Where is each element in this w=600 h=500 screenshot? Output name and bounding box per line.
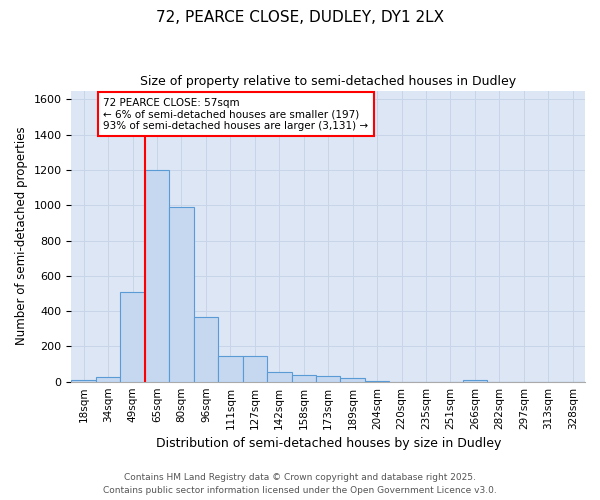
Bar — [218, 356, 242, 382]
Bar — [169, 207, 194, 382]
Bar — [71, 380, 96, 382]
Y-axis label: Number of semi-detached properties: Number of semi-detached properties — [15, 127, 28, 346]
Bar — [194, 318, 218, 382]
Bar — [292, 374, 316, 382]
Bar — [340, 378, 365, 382]
Bar — [121, 292, 145, 382]
Bar — [242, 356, 267, 382]
Bar — [316, 376, 340, 382]
Bar — [267, 372, 292, 382]
Title: Size of property relative to semi-detached houses in Dudley: Size of property relative to semi-detach… — [140, 75, 516, 88]
Bar — [96, 378, 121, 382]
Bar — [463, 380, 487, 382]
Bar — [365, 381, 389, 382]
X-axis label: Distribution of semi-detached houses by size in Dudley: Distribution of semi-detached houses by … — [155, 437, 501, 450]
Text: 72 PEARCE CLOSE: 57sqm
← 6% of semi-detached houses are smaller (197)
93% of sem: 72 PEARCE CLOSE: 57sqm ← 6% of semi-deta… — [103, 98, 368, 131]
Text: Contains HM Land Registry data © Crown copyright and database right 2025.
Contai: Contains HM Land Registry data © Crown c… — [103, 474, 497, 495]
Bar — [145, 170, 169, 382]
Text: 72, PEARCE CLOSE, DUDLEY, DY1 2LX: 72, PEARCE CLOSE, DUDLEY, DY1 2LX — [156, 10, 444, 25]
